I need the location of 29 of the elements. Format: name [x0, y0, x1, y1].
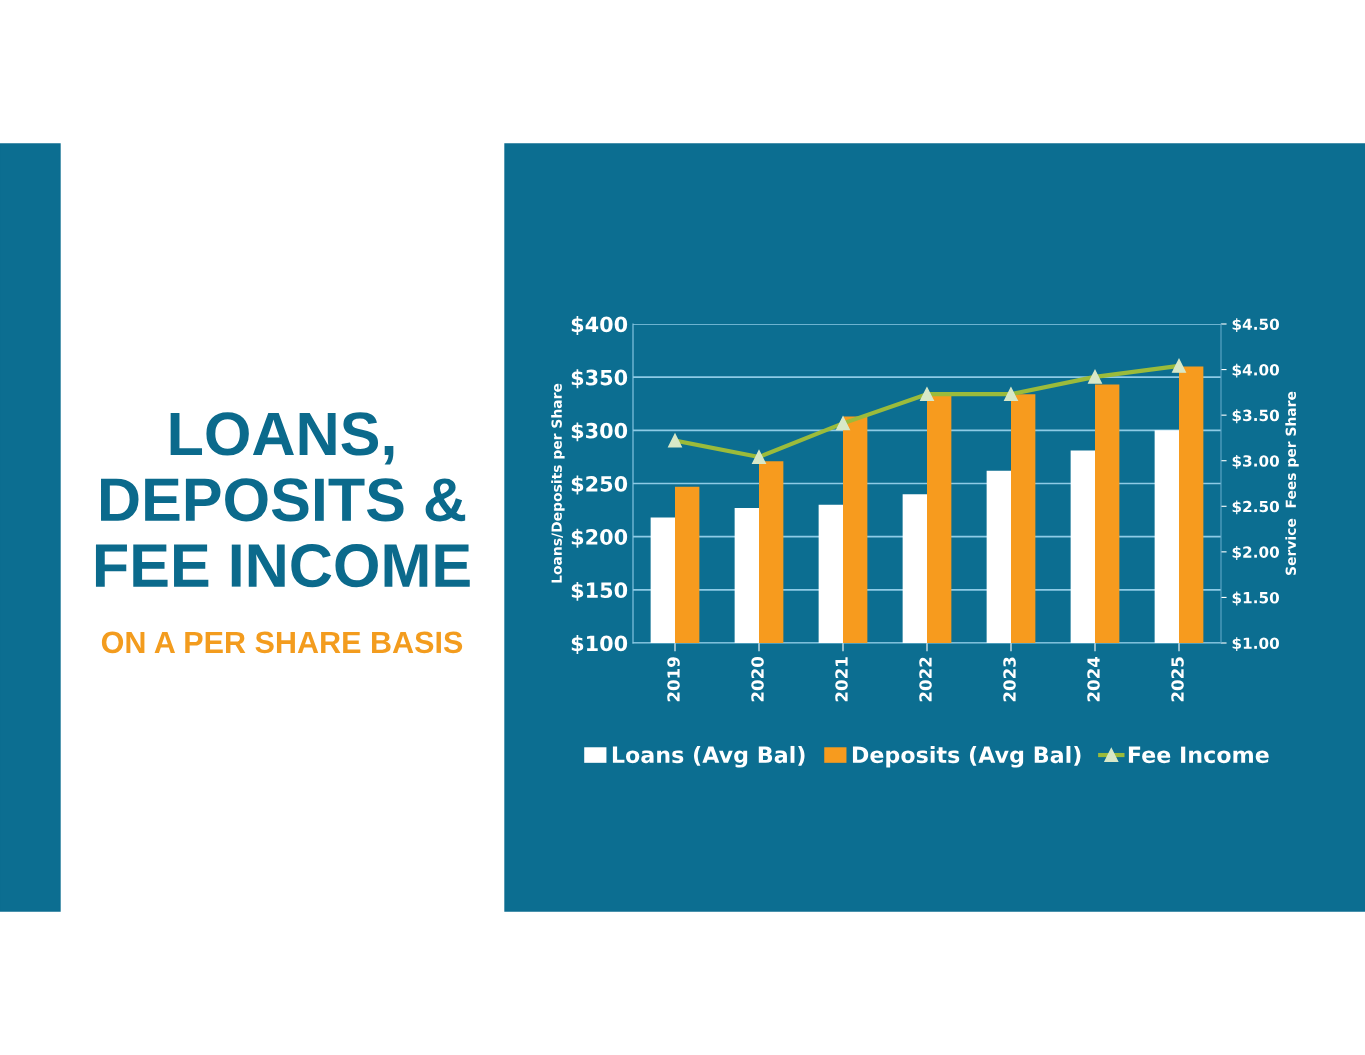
- x-tick-label: 2019: [667, 657, 680, 702]
- x-tick-label: 2020: [751, 656, 764, 702]
- y2-tick-label: $3.50: [1232, 409, 1280, 424]
- y2-tick-label: $2.50: [1232, 500, 1280, 515]
- text: ON A PER SHARE BASIS: [101, 631, 463, 654]
- y-tick-label: $200: [571, 528, 628, 548]
- y-axis-title: Loans/Deposits per Share: [551, 383, 565, 583]
- x-tick-label: 2025: [1171, 657, 1184, 702]
- legend-label: Loans (Avg Bal): [612, 745, 805, 768]
- legend-label: Fee Income: [1128, 746, 1269, 764]
- y-tick-label: $150: [571, 581, 628, 601]
- y2-tick-label: $1.00: [1232, 637, 1280, 652]
- y-tick-label: $400: [571, 316, 628, 335]
- y2-tick-label: $1.50: [1232, 591, 1280, 606]
- x-tick-label: 2021: [835, 657, 848, 702]
- y-tick-label: $250: [571, 475, 628, 495]
- x-tick-label: 2024: [1087, 656, 1100, 702]
- legend-label: Deposits (Avg Bal): [852, 745, 1081, 768]
- x-tick-label: 2023: [1003, 657, 1016, 702]
- y-tick-label: $100: [571, 635, 628, 654]
- y2-tick-label: $4.50: [1232, 318, 1280, 333]
- x-tick-label: 2022: [919, 657, 932, 702]
- y2-tick-label: $2.00: [1232, 546, 1280, 560]
- y-tick-label: $350: [571, 369, 628, 389]
- y2-axis-title: Service Fees per Share: [1285, 391, 1299, 575]
- y-tick-label: $300: [571, 422, 628, 442]
- y2-tick-label: $4.00: [1232, 363, 1280, 378]
- y2-tick-label: $3.00: [1232, 454, 1280, 469]
- text: LOANS, DEPOSITS & FEE INCOME: [95, 412, 470, 588]
